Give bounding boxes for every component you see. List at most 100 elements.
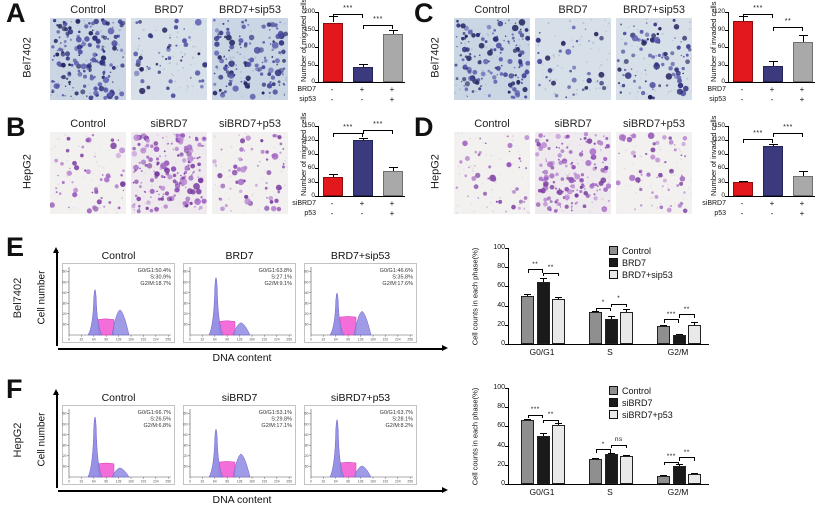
svg-text:128: 128	[358, 338, 364, 342]
svg-text:128: 128	[237, 480, 243, 484]
category-label: G2/M	[667, 487, 689, 497]
error-bar-stem	[362, 137, 364, 140]
y-tick-mark	[315, 82, 318, 83]
y-tick-mark	[725, 29, 728, 31]
flow-histogram-block: siBRD7 60 120 180 240 300 360 0 32 64 96 128 160 192 2…	[182, 392, 296, 490]
y-tick-label: 80	[497, 263, 505, 271]
error-bar-stem	[663, 475, 664, 477]
bar	[383, 34, 403, 82]
factor-row-sign: -	[330, 85, 334, 94]
legend-swatch	[609, 398, 618, 407]
y-tick-label: 60	[307, 164, 315, 171]
factor-row-name: BRD7	[297, 86, 316, 93]
svg-text:G2/M:9.1%: G2/M:9.1%	[264, 281, 292, 287]
y-tick-label: 90	[717, 150, 725, 157]
y-tick-label: 60	[497, 422, 505, 430]
y-tick-label: 0	[721, 192, 725, 199]
svg-text:96: 96	[346, 480, 350, 484]
panel-d: D HepG2 Control siBRD7 siBRD7+p53 Number o…	[414, 114, 821, 234]
y-tick-label: 0	[311, 192, 315, 199]
svg-text:192: 192	[383, 480, 389, 484]
y-tick-label: 0	[721, 78, 725, 85]
transwell-image-column: BRD7	[535, 4, 611, 100]
bar	[793, 41, 813, 82]
category-label: G0/G1	[529, 347, 555, 357]
y-tick-label: 50	[307, 60, 315, 68]
significance-bracket	[333, 14, 363, 19]
error-bar-stem	[742, 180, 744, 183]
factor-row-sign: +	[799, 95, 805, 104]
y-tick-mark	[725, 182, 728, 183]
svg-text:60: 60	[305, 323, 309, 327]
svg-text:60: 60	[63, 465, 67, 469]
svg-text:120: 120	[183, 312, 188, 316]
significance-label: ***	[343, 124, 353, 132]
factor-row-sign: +	[359, 85, 365, 94]
y-tick-label: 40	[497, 301, 505, 309]
significance-bracket	[595, 307, 611, 312]
y-tick-label: 30	[307, 178, 315, 185]
svg-text:300: 300	[304, 422, 309, 426]
flow-histogram: 60 120 180 240 300 360 0 32 64 96 128 160 192 224 256 G…	[61, 263, 175, 343]
svg-text:G0/G1:63.8%: G0/G1:63.8%	[259, 268, 292, 274]
flow-histogram-block: siBRD7+p53 60 120 180 240 300 360 0 32 64 96 128 160…	[303, 392, 417, 490]
svg-text:0: 0	[68, 480, 70, 484]
svg-text:60: 60	[305, 465, 309, 469]
y-tick-label: 80	[497, 403, 505, 411]
transwell-micrograph	[131, 18, 207, 100]
y-tick-label: 0	[501, 340, 505, 347]
bar	[672, 465, 686, 484]
transwell-image-row: Control BRD7 BRD7+sip53	[454, 4, 692, 100]
transwell-micrograph	[454, 18, 530, 100]
bar	[521, 296, 534, 344]
transwell-image-label: Control	[70, 118, 106, 130]
bar	[620, 312, 633, 344]
error-bar-stem	[626, 309, 627, 313]
transwell-image-label: siBRD7	[554, 118, 592, 130]
svg-text:96: 96	[225, 480, 229, 484]
cell-line-label: Bel7402	[12, 277, 24, 319]
svg-text:32: 32	[80, 338, 84, 342]
y-tick-mark	[505, 286, 508, 288]
svg-text:S:26.5%: S:26.5%	[150, 417, 171, 423]
y-tick-mark	[505, 426, 508, 428]
svg-text:120: 120	[304, 454, 309, 458]
svg-text:60: 60	[184, 465, 188, 469]
svg-text:32: 32	[201, 480, 205, 484]
svg-text:360: 360	[304, 412, 309, 416]
cell-line-label: HepG2	[12, 422, 24, 458]
error-bar-stem	[694, 472, 695, 474]
svg-text:G2/M:17.1%: G2/M:17.1%	[261, 423, 292, 429]
transwell-image-column: Control	[454, 118, 530, 214]
chart-plot-area: *** ***	[318, 5, 405, 83]
bar	[521, 420, 534, 484]
category-label: S	[607, 347, 613, 357]
factor-row-sign: -	[740, 95, 744, 104]
y-tick-label: 30	[717, 178, 725, 185]
svg-text:128: 128	[237, 338, 243, 342]
svg-text:160: 160	[249, 480, 255, 484]
y-tick-label: 30	[717, 60, 725, 68]
cell-line-label: Bel7402	[429, 37, 442, 78]
significance-bracket	[527, 269, 543, 273]
transwell-micrograph	[535, 18, 611, 100]
panel-letter-f: F	[6, 374, 23, 404]
bar	[604, 453, 618, 484]
factor-row-sign: -	[770, 95, 774, 104]
svg-text:G0/G1:63.7%: G0/G1:63.7%	[380, 410, 413, 416]
factor-row-sign: +	[389, 95, 395, 104]
transwell-micrograph	[50, 132, 126, 214]
svg-text:256: 256	[407, 338, 413, 342]
svg-text:180: 180	[183, 444, 188, 448]
flow-histogram-block: Control 60 120 180 240 300 360 0 32 64 96 128 160 192…	[61, 250, 175, 348]
svg-text:256: 256	[286, 338, 292, 342]
error-bar-stem	[558, 423, 559, 425]
svg-text:64: 64	[334, 338, 338, 342]
transwell-micrograph	[212, 18, 288, 100]
bar	[672, 334, 686, 344]
factor-row-name: p53	[714, 210, 726, 217]
svg-text:224: 224	[274, 480, 280, 484]
svg-text:360: 360	[183, 412, 188, 416]
flow-histogram-title: BRD7+sip53	[330, 250, 391, 262]
